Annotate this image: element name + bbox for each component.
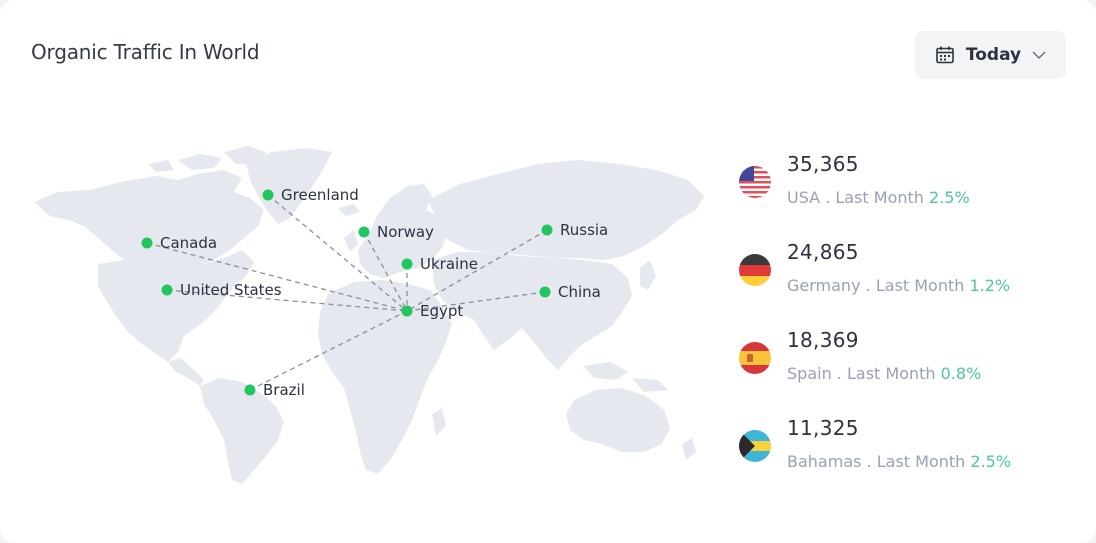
world-map-land: [34, 146, 704, 484]
pin-label-canada: Canada: [160, 234, 218, 252]
card-title: Organic Traffic In World: [31, 40, 260, 64]
stat-period: . Last Month: [865, 276, 965, 295]
stat-country: Bahamas: [787, 452, 862, 471]
bahamas-flag-icon: [739, 430, 771, 462]
stat-row-spain: 18,369 Spain . Last Month 0.8%: [738, 326, 1068, 386]
route-brazil-to-egypt: [249, 310, 408, 391]
spain-flag-icon: [739, 342, 771, 374]
pin-canada[interactable]: [141, 237, 153, 249]
pin-label-china: China: [558, 283, 601, 301]
pin-label-norway: Norway: [377, 223, 434, 241]
route-norway-to-egypt: [363, 231, 408, 312]
location-pins: [141, 189, 553, 396]
pin-norway[interactable]: [358, 226, 370, 238]
stat-subtitle: Germany . Last Month 1.2%: [787, 276, 1010, 295]
stat-change: 1.2%: [969, 276, 1011, 295]
stat-period: . Last Month: [866, 452, 966, 471]
stat-row-bahamas: 11,325 Bahamas . Last Month 2.5%: [738, 414, 1068, 474]
usa-flag-icon: [739, 166, 771, 198]
chevron-down-icon: [1032, 50, 1046, 60]
pin-greenland[interactable]: [262, 189, 274, 201]
pin-china[interactable]: [539, 286, 551, 298]
stat-change: 2.5%: [970, 452, 1012, 471]
pin-russia[interactable]: [541, 224, 553, 236]
pin-label-greenland: Greenland: [281, 186, 359, 204]
pin-label-ukraine: Ukraine: [420, 255, 478, 273]
stat-value: 35,365: [787, 152, 859, 176]
pin-label-russia: Russia: [560, 221, 609, 239]
stat-country: Germany: [787, 276, 861, 295]
calendar-icon: [935, 45, 955, 65]
route-greenland-to-egypt: [267, 194, 408, 312]
stat-period: . Last Month: [825, 188, 924, 207]
stat-subtitle: Bahamas . Last Month 2.5%: [787, 452, 1011, 471]
stat-change: 0.8%: [940, 364, 982, 383]
stat-subtitle: USA . Last Month 2.5%: [787, 188, 970, 207]
route-united-states-to-egypt: [166, 289, 408, 312]
stat-period: . Last Month: [836, 364, 936, 383]
pin-ukraine[interactable]: [401, 258, 413, 270]
stat-value: 18,369: [787, 328, 859, 352]
pin-label-egypt: Egypt: [420, 302, 464, 320]
pin-united-states[interactable]: [161, 284, 173, 296]
stat-value: 11,325: [787, 416, 859, 440]
stat-row-germany: 24,865 Germany . Last Month 1.2%: [738, 238, 1068, 298]
stat-country: USA: [787, 188, 821, 207]
pin-egypt[interactable]: [401, 305, 413, 317]
stat-country: Spain: [787, 364, 832, 383]
stat-value: 24,865: [787, 240, 859, 264]
germany-flag-icon: [739, 254, 771, 286]
stat-change: 2.5%: [929, 188, 970, 207]
period-dropdown-button[interactable]: Today: [915, 31, 1066, 79]
pin-label-brazil: Brazil: [263, 381, 305, 399]
period-label: Today: [965, 45, 1022, 65]
pin-brazil[interactable]: [244, 384, 256, 396]
traffic-routes: [146, 194, 548, 391]
world-map: Greenland Canada United States Norway Ukrain…: [28, 140, 713, 490]
pin-label-united-states: United States: [180, 281, 282, 299]
stat-row-usa: 35,365 USA . Last Month 2.5%: [738, 150, 1068, 210]
stat-subtitle: Spain . Last Month 0.8%: [787, 364, 981, 383]
